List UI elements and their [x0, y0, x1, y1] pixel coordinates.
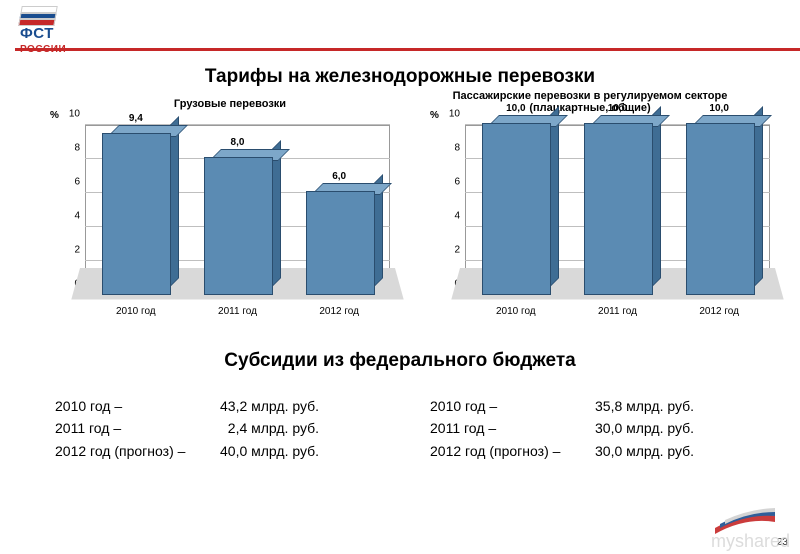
bar-value-label: 9,4	[96, 113, 177, 124]
bar-value-label: 8,0	[197, 137, 278, 148]
plot-area: 024681010,02010 год10,02011 год10,02012 …	[465, 125, 770, 295]
y-tick: 2	[440, 245, 460, 256]
bar: 6,0	[306, 193, 373, 295]
main-title: Тарифы на железнодорожные перевозки	[0, 66, 800, 88]
x-tick: 2012 год	[668, 306, 770, 317]
chart-right: %024681010,02010 год10,02011 год10,02012…	[420, 120, 780, 320]
y-tick: 8	[60, 143, 80, 154]
y-tick: 4	[440, 211, 460, 222]
chart-left: %02468109,42010 год8,02011 год6,02012 го…	[40, 120, 400, 320]
footer-swoosh-icon	[715, 506, 775, 534]
subsidy-year: 2010 год –	[430, 395, 595, 417]
bar: 9,4	[102, 135, 169, 295]
subsidy-year: 2012 год (прогноз) –	[55, 440, 220, 462]
subsidies-title: Субсидии из федерального бюджета	[0, 350, 800, 372]
logo-line1: ФСТ	[20, 25, 54, 42]
x-tick: 2011 год	[187, 306, 289, 317]
x-tick: 2012 год	[288, 306, 390, 317]
y-tick: 8	[440, 143, 460, 154]
subsidy-year: 2011 год –	[55, 417, 220, 439]
x-tick: 2011 год	[567, 306, 669, 317]
y-tick: 10	[440, 109, 460, 120]
subsidy-value: 30,0 млрд. руб.	[595, 417, 715, 439]
flag-icon	[18, 6, 58, 26]
subsidies-left: 2010 год –43,2 млрд. руб.2011 год – 2,4 …	[55, 395, 340, 462]
chart-left-title: Грузовые перевозки	[60, 98, 400, 110]
y-tick: 4	[60, 211, 80, 222]
logo: ФСТ РОССИИ	[20, 6, 66, 54]
header-divider	[15, 48, 800, 51]
bar: 8,0	[204, 159, 271, 295]
bar-value-label: 6,0	[299, 171, 380, 182]
y-axis-label: %	[50, 110, 59, 121]
x-tick: 2010 год	[85, 306, 187, 317]
y-axis-label: %	[430, 110, 439, 121]
y-tick: 2	[60, 245, 80, 256]
subsidy-row: 2010 год –43,2 млрд. руб.	[55, 395, 340, 417]
bar-value-label: 10,0	[577, 103, 658, 114]
y-tick: 6	[440, 177, 460, 188]
subsidy-value: 40,0 млрд. руб.	[220, 440, 340, 462]
subsidy-row: 2012 год (прогноз) –40,0 млрд. руб.	[55, 440, 340, 462]
subsidy-year: 2010 год –	[55, 395, 220, 417]
page-number: 23	[777, 537, 788, 548]
subsidy-row: 2012 год (прогноз) –30,0 млрд. руб.	[430, 440, 715, 462]
subsidy-row: 2011 год –30,0 млрд. руб.	[430, 417, 715, 439]
y-tick: 6	[60, 177, 80, 188]
bar: 10,0	[584, 125, 651, 295]
subsidy-value: 2,4 млрд. руб.	[220, 417, 340, 439]
bar: 10,0	[686, 125, 753, 295]
subsidy-year: 2011 год –	[430, 417, 595, 439]
subsidy-value: 30,0 млрд. руб.	[595, 440, 715, 462]
y-tick: 10	[60, 109, 80, 120]
bar-value-label: 10,0	[679, 103, 760, 114]
bar-value-label: 10,0	[476, 103, 557, 114]
x-tick: 2010 год	[465, 306, 567, 317]
bar: 10,0	[482, 125, 549, 295]
subsidies-right: 2010 год –35,8 млрд. руб.2011 год –30,0 …	[430, 395, 715, 462]
subsidy-row: 2010 год –35,8 млрд. руб.	[430, 395, 715, 417]
subsidy-year: 2012 год (прогноз) –	[430, 440, 595, 462]
subsidy-value: 35,8 млрд. руб.	[595, 395, 715, 417]
subsidy-value: 43,2 млрд. руб.	[220, 395, 340, 417]
plot-area: 02468109,42010 год8,02011 год6,02012 год	[85, 125, 390, 295]
subsidy-row: 2011 год – 2,4 млрд. руб.	[55, 417, 340, 439]
